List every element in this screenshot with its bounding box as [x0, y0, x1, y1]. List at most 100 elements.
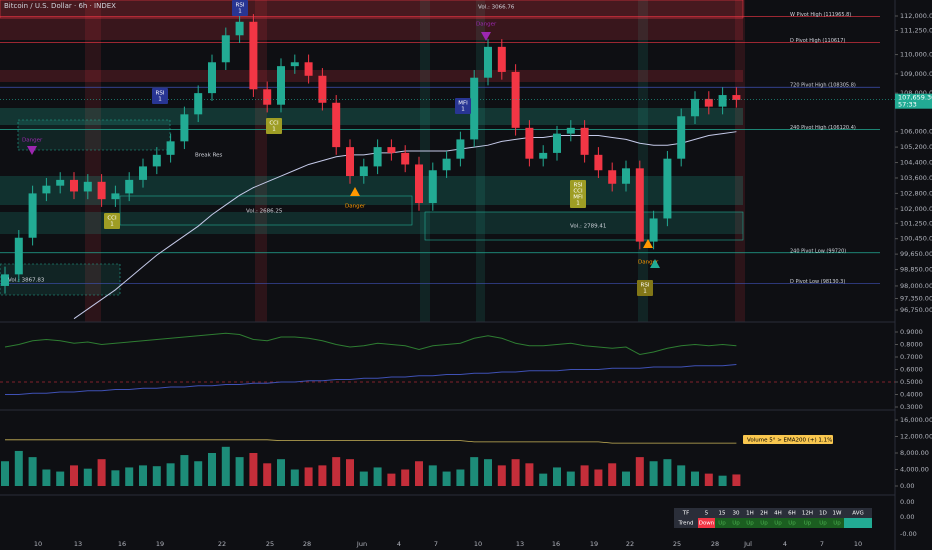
candle-body — [401, 152, 410, 165]
table-cell-text: Up — [732, 521, 740, 527]
signal-triangle — [350, 187, 360, 196]
volume-bar — [152, 466, 161, 486]
candle-body — [166, 141, 175, 155]
y-tick-label: 99,650.00 — [900, 250, 932, 258]
badge-text: 1 — [272, 127, 276, 133]
table-cell — [844, 518, 872, 528]
green-column — [638, 0, 648, 322]
volume-bar — [428, 465, 437, 486]
candle-body — [263, 89, 272, 105]
candle-body — [415, 164, 423, 204]
table-header-text: 12H — [802, 511, 813, 517]
y-tick-label: 4,000.00 — [900, 466, 929, 474]
y-tick-label: 105,200.00 — [900, 143, 932, 151]
table-header-text: 6H — [788, 511, 796, 517]
box-zone — [17, 119, 171, 151]
y-tick-label: 108,000.00 — [900, 89, 932, 97]
volume-bar — [539, 473, 548, 486]
badge-text: MFI — [458, 101, 468, 107]
annotation: Danger — [22, 138, 43, 144]
badge — [637, 280, 653, 296]
x-tick-label: 13 — [74, 540, 82, 548]
candle-body — [70, 179, 78, 192]
y-tick-label: 98,000.00 — [900, 282, 932, 290]
volume-bar — [277, 459, 285, 486]
resistance-zone — [0, 18, 743, 40]
volume-bar — [97, 459, 106, 486]
y-tick-label: 101,250.00 — [900, 219, 932, 227]
y-tick-label: 97,350.00 — [900, 294, 932, 302]
oscillator-line — [5, 364, 737, 395]
candle-body — [566, 127, 575, 134]
x-tick-label: 7 — [434, 540, 438, 548]
volume-bar — [663, 459, 672, 486]
candle-body — [152, 154, 161, 167]
last-price-label: 107,659.36 — [898, 94, 932, 102]
volume-bar — [194, 461, 203, 486]
red-column — [735, 0, 745, 322]
table-header-cell — [771, 508, 785, 518]
y-tick-label: 98,850.00 — [900, 266, 932, 274]
volume-bar — [359, 471, 368, 486]
candle-body — [28, 193, 37, 238]
table-header-cell — [785, 508, 799, 518]
table-cell — [715, 518, 729, 528]
candle-body — [194, 93, 203, 115]
candle-body — [83, 181, 92, 192]
volume-bar — [704, 473, 713, 486]
candle-body — [235, 21, 244, 36]
y-tick-label: 109,000.00 — [900, 70, 932, 78]
volume-bar — [1, 461, 9, 486]
badge-text: CCI — [269, 121, 279, 127]
volume-bar — [28, 457, 37, 486]
x-tick-label: 22 — [218, 540, 226, 548]
table-cell-text: Up — [760, 521, 768, 527]
pivot-label: D Pivot High (110617) — [790, 38, 845, 44]
x-tick-label: 19 — [590, 540, 598, 548]
annotation: Vol.: 2789.41 — [570, 224, 606, 230]
table-cell-text: Up — [804, 521, 812, 527]
candle-body — [718, 95, 727, 107]
y-tick-label: 112,000.00 — [900, 12, 932, 20]
table-cell-text: Trend — [677, 521, 693, 527]
resistance-zone — [0, 70, 743, 82]
x-tick-label: 25 — [673, 540, 681, 548]
volume-bar — [139, 465, 147, 486]
candle-body — [594, 154, 603, 171]
pivot-label: W Pivot High (111965.8) — [790, 12, 851, 18]
annotation: Vol.: 3867.83 — [8, 278, 45, 284]
badge-text: MFI — [573, 195, 583, 201]
candle-body — [221, 35, 230, 63]
table-header-text: 2H — [760, 511, 768, 517]
candle-body — [249, 21, 258, 90]
x-tick-label: 13 — [516, 540, 524, 548]
candle-body — [497, 46, 506, 72]
candle-body — [125, 179, 134, 194]
y-tick-label: 100,450.00 — [900, 235, 932, 243]
table-cell-text: Down — [699, 521, 715, 527]
candle-body — [180, 114, 189, 142]
x-tick-label: Jun — [356, 540, 367, 548]
y-tick-label: 103,600.00 — [900, 174, 932, 182]
badge-text: 1 — [576, 201, 580, 207]
candle-body — [373, 147, 382, 167]
badge-text: CCI — [573, 189, 583, 195]
badge-text: CCI — [107, 216, 117, 222]
volume-bar — [497, 465, 506, 486]
volume-bar — [180, 455, 189, 486]
y-tick-label: 102,800.00 — [900, 189, 932, 197]
table-cell — [816, 518, 830, 528]
candle-body — [649, 218, 658, 242]
volume-bar — [608, 463, 617, 486]
y-tick-label: 16,000.00 — [900, 416, 932, 424]
volume-bar — [525, 463, 534, 486]
support-zone — [0, 176, 743, 205]
volume-bar — [594, 469, 603, 486]
table-cell — [674, 518, 698, 528]
table-cell — [743, 518, 757, 528]
volume-bar — [553, 467, 561, 486]
badge-text: 1 — [238, 9, 242, 15]
table-cell-text: Up — [746, 521, 754, 527]
candle-body — [553, 133, 561, 153]
table-header-cell — [743, 508, 757, 518]
